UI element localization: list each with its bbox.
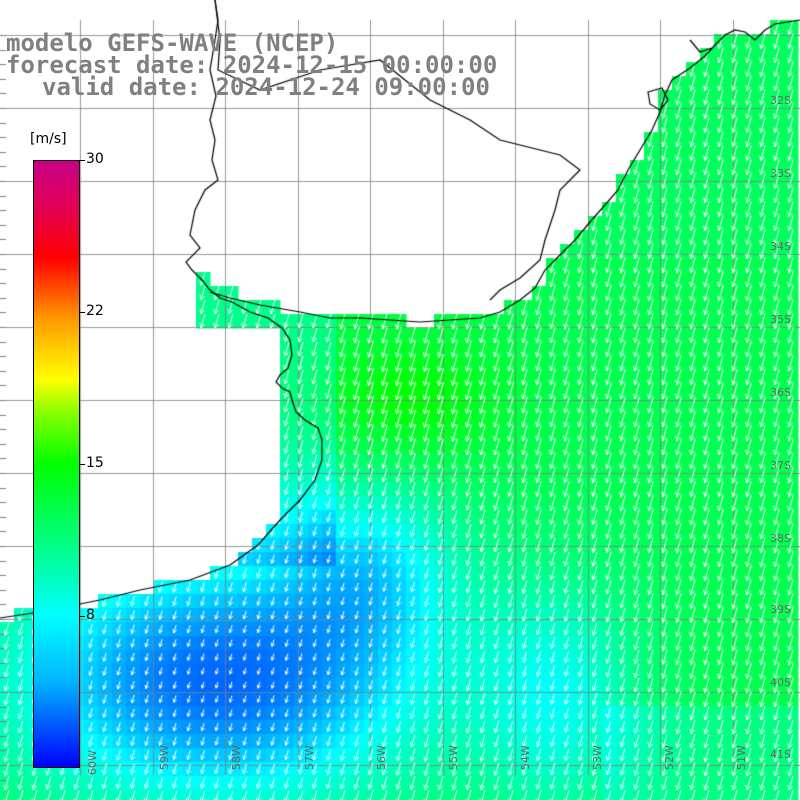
forecast-date: forecast date: 2024-12-15 00:00:00 (6, 51, 498, 79)
colorbar-tick-label: 22 (86, 303, 104, 319)
model-title: modelo GEFS-WAVE (NCEP) (6, 29, 339, 57)
lat-label: 39S (770, 603, 791, 616)
lon-label: 60W (86, 750, 99, 775)
lat-label: 33S (770, 167, 791, 180)
lon-label: 57W (303, 745, 316, 770)
lat-label: 40S (770, 676, 791, 689)
lat-label: 36S (770, 386, 791, 399)
lon-label: 54W (519, 745, 532, 770)
lat-label: 38S (770, 532, 791, 545)
colorbar (33, 160, 80, 768)
lat-label: 37S (770, 459, 791, 472)
colorbar-tickmark (79, 464, 85, 465)
colorbar-tickmark (79, 160, 85, 161)
colorbar-unit: [m/s] (30, 131, 67, 147)
colorbar-tickmark (79, 616, 85, 617)
lon-label: 53W (591, 745, 604, 770)
lon-label: 52W (663, 745, 676, 770)
colorbar-tick-label: 8 (86, 607, 95, 623)
lon-label: 56W (375, 745, 388, 770)
colorbar-tick-label: 15 (86, 455, 104, 471)
lat-label: 35S (770, 313, 791, 326)
lat-label: 32S (770, 94, 791, 107)
colorbar-tick-label: 30 (86, 151, 104, 167)
lat-label: 41S (770, 748, 791, 761)
colorbar-tickmark (79, 312, 85, 313)
lon-label: 55W (447, 745, 460, 770)
lon-label: 58W (230, 745, 243, 770)
lon-label: 59W (158, 745, 171, 770)
valid-date: valid date: 2024-12-24 09:00:00 (42, 73, 490, 101)
lat-label: 34S (770, 240, 791, 253)
lon-label: 51W (735, 745, 748, 770)
